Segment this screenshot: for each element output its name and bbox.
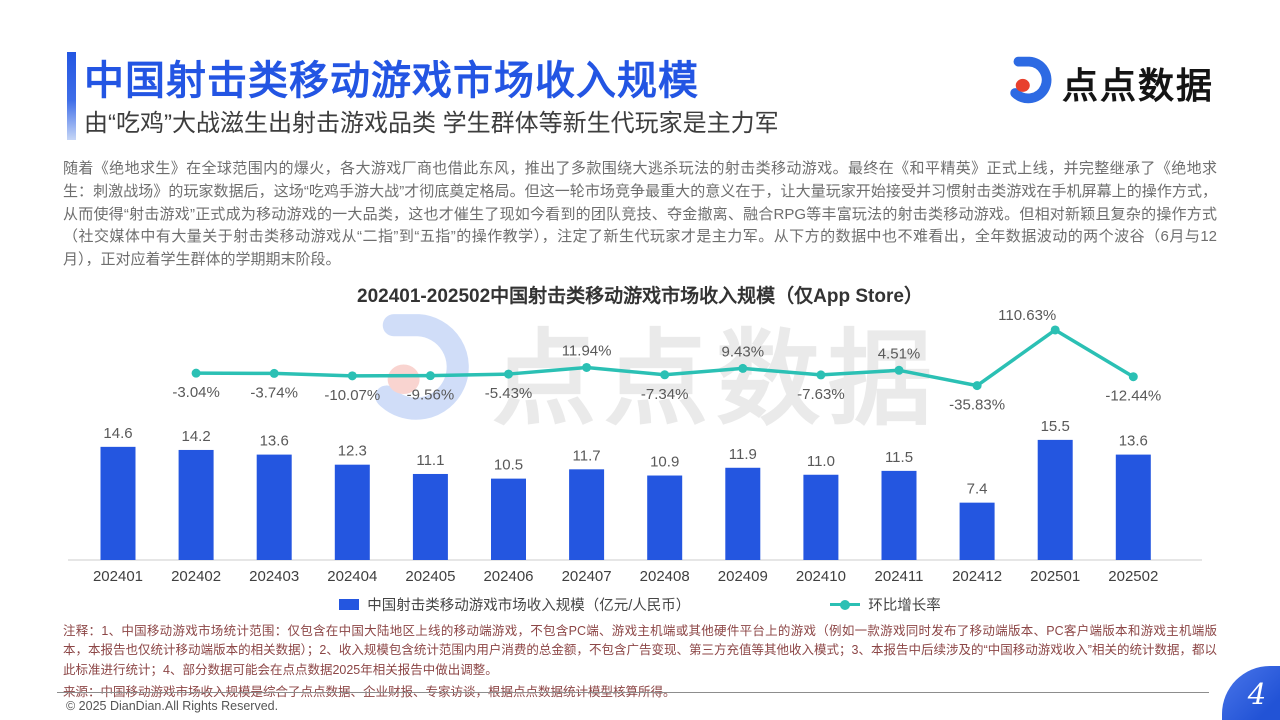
- legend-line-label: 环比增长率: [868, 598, 941, 614]
- growth-value-label: -9.56%: [407, 387, 455, 404]
- bar-value-label: 11.1: [416, 452, 444, 469]
- legend-line-dot: [840, 599, 851, 610]
- growth-line-point: [269, 368, 279, 378]
- copyright: © 2025 DianDian.All Rights Reserved.: [66, 699, 279, 713]
- chart-legend: 中国射击类移动游戏市场收入规模（亿元/人民币） 环比增长率: [0, 594, 1280, 615]
- bar-202411: [881, 470, 917, 560]
- growth-value-label: 110.63%: [998, 307, 1056, 324]
- bar-value-label: 11.9: [729, 446, 757, 463]
- x-axis-label: 202405: [405, 568, 455, 585]
- bar-value-label: 10.5: [494, 457, 523, 474]
- growth-line-point: [347, 371, 357, 381]
- bar-value-label: 14.2: [181, 428, 210, 445]
- diandian-logo: 点点数据: [1000, 54, 1214, 111]
- logo-text: 点点数据: [1062, 64, 1215, 106]
- intro-paragraph: 随着《绝地求生》在全球范围内的爆火，各大游戏厂商也借此东风，推出了多款围绕大逃杀…: [63, 160, 1217, 269]
- x-axis-label: 202411: [875, 568, 924, 585]
- page-title: 中国射击类移动游戏市场收入规模: [84, 59, 699, 103]
- growth-line-point: [1050, 325, 1060, 335]
- growth-line-point: [894, 365, 904, 375]
- growth-value-label: -10.07%: [324, 387, 380, 404]
- legend-line-swatch: [830, 599, 861, 610]
- bar-202410: [803, 474, 839, 560]
- diandian-logo-icon: [1000, 54, 1052, 111]
- x-axis-label: 202404: [327, 568, 377, 585]
- x-axis-label: 202412: [952, 568, 1002, 585]
- growth-value-label: -35.83%: [949, 397, 1005, 414]
- growth-value-label: 4.51%: [878, 345, 921, 362]
- bar-202501: [1037, 439, 1073, 560]
- bar-value-label: 13.6: [260, 433, 289, 450]
- bar-202409: [725, 467, 761, 560]
- bar-value-label: 10.9: [650, 454, 679, 471]
- growth-line-point: [582, 362, 592, 372]
- chart-title: 202401-202502中国射击类移动游戏市场收入规模（仅App Store）: [357, 286, 923, 307]
- growth-line-point: [1128, 372, 1138, 382]
- growth-value-label: -3.74%: [250, 384, 298, 401]
- bar-value-label: 12.3: [338, 443, 367, 460]
- bar-value-label: 15.5: [1041, 418, 1070, 435]
- growth-line-point: [425, 371, 435, 381]
- growth-value-label: 9.43%: [722, 343, 765, 360]
- title-accent-bar: [67, 52, 76, 140]
- x-axis-label: 202502: [1108, 568, 1158, 585]
- bar-value-label: 11.7: [573, 447, 601, 464]
- growth-line-point: [191, 368, 201, 378]
- x-axis-label: 202403: [249, 568, 299, 585]
- footnote-notes: 注释：1、中国移动游戏市场统计范围：仅包含在中国大陆地区上线的移动端游戏，不包含…: [63, 624, 1217, 677]
- legend-bar-label: 中国射击类移动游戏市场收入规模（亿元/人民币）: [367, 598, 691, 614]
- bar-value-label: 7.4: [967, 481, 988, 498]
- x-axis-label: 202401: [93, 568, 143, 585]
- growth-value-label: 11.94%: [562, 342, 612, 359]
- growth-value-label: -5.43%: [485, 385, 533, 402]
- x-axis-label: 202501: [1030, 568, 1080, 585]
- bar-202412: [959, 502, 995, 560]
- growth-value-label: -3.04%: [172, 384, 220, 401]
- bar-value-label: 11.5: [885, 449, 913, 466]
- bar-202502: [1115, 454, 1151, 560]
- page-number: 4: [1247, 677, 1267, 711]
- bar-202403: [256, 454, 292, 560]
- growth-value-label: -7.34%: [641, 386, 689, 403]
- page-number-corner: 4: [1222, 666, 1280, 720]
- footer-divider: [57, 692, 1209, 693]
- bar-value-label: 11.0: [807, 453, 835, 470]
- bar-202407: [569, 469, 605, 560]
- x-axis-label: 202410: [796, 568, 846, 585]
- bar-value-label: 13.6: [1119, 433, 1148, 450]
- x-axis-label: 202402: [171, 568, 221, 585]
- bar-202408: [647, 475, 683, 560]
- bar-value-label: 14.6: [103, 425, 132, 442]
- growth-line-point: [972, 381, 982, 391]
- bar-202401: [100, 446, 136, 560]
- page-subtitle: 由“吃鸡”大战滋生出射击游戏品类 学生群体等新生代玩家是主力军: [84, 110, 779, 137]
- x-axis-label: 202409: [718, 568, 768, 585]
- footnotes: 注释：1、中国移动游戏市场统计范围：仅包含在中国大陆地区上线的移动端游戏，不包含…: [63, 622, 1217, 703]
- revenue-chart: 14.6 202401 14.2 202402 13.6 202403 12.3 202404…: [68, 307, 1202, 585]
- x-axis-label: 202406: [483, 568, 533, 585]
- bar-202404: [334, 464, 370, 560]
- legend-item-revenue: 中国射击类移动游戏市场收入规模（亿元/人民币）: [339, 594, 690, 615]
- growth-value-label: -7.63%: [797, 386, 845, 403]
- growth-line-point: [738, 363, 748, 373]
- growth-line-point: [504, 369, 513, 379]
- growth-line-point: [660, 370, 670, 380]
- growth-line-point: [816, 370, 826, 380]
- legend-bar-swatch: [339, 599, 360, 610]
- growth-value-label: -12.44%: [1105, 388, 1161, 405]
- bar-202405: [412, 473, 448, 560]
- bar-202406: [491, 478, 526, 560]
- x-axis-label: 202408: [640, 568, 690, 585]
- x-axis-label: 202407: [562, 568, 612, 585]
- bar-202402: [178, 449, 214, 560]
- legend-item-growth: 环比增长率: [830, 594, 941, 615]
